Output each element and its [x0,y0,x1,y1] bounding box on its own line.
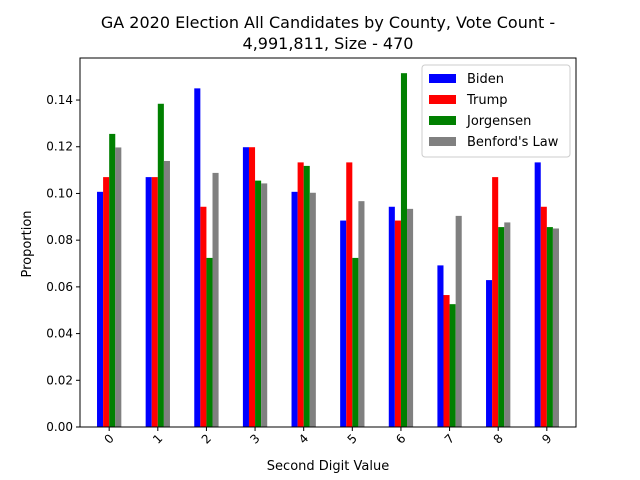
y-tick-label: 0.00 [46,420,73,434]
bar-jorgensen-9 [546,227,553,427]
bar-benford-s-law-5 [358,201,365,427]
bar-biden-9 [534,162,541,427]
bar-benford-s-law-1 [163,160,170,428]
bar-biden-1 [145,177,152,427]
legend-swatch [429,95,456,104]
legend-swatch [429,137,456,146]
bar-trump-2 [200,206,207,427]
bar-biden-5 [340,220,347,427]
bar-trump-4 [297,162,304,427]
bar-trump-7 [443,295,450,427]
bar-benford-s-law-0 [115,147,122,427]
x-tick-label: 3 [247,431,262,446]
bar-jorgensen-7 [449,304,456,427]
bar-trump-5 [346,162,353,427]
chart-title-line-1: GA 2020 Election All Candidates by Count… [101,13,555,32]
x-tick-label: 2 [199,431,214,446]
bar-jorgensen-6 [400,73,408,428]
legend-label: Biden [467,72,504,87]
x-tick-label: 9 [539,431,554,446]
x-axis-label: Second Digit Value [267,459,389,474]
bar-benford-s-law-4 [309,192,316,427]
legend-label: Benford's Law [467,135,559,150]
bar-jorgensen-4 [303,165,310,427]
bar-biden-7 [437,265,444,427]
bar-trump-3 [248,147,256,427]
bar-jorgensen-5 [352,257,359,427]
bar-trump-1 [151,177,158,427]
y-tick-label: 0.14 [46,93,73,107]
bar-biden-3 [242,147,249,427]
bar-biden-4 [291,191,298,427]
bar-biden-0 [97,191,104,427]
y-tick-label: 0.12 [46,140,73,154]
y-axis-label: Proportion [20,210,35,277]
x-tick-label: 0 [102,431,117,446]
x-tick-label: 1 [150,431,165,446]
bar-trump-8 [492,177,499,427]
legend-label: Jorgensen [466,114,531,129]
bar-benford-s-law-2 [212,172,219,427]
legend-label: Trump [466,93,508,108]
x-tick-label: 7 [442,431,457,446]
bar-biden-2 [194,88,201,428]
bar-benford-s-law-3 [261,183,268,427]
x-tick-label: 4 [296,431,311,446]
x-tick-label: 5 [345,431,360,446]
x-tick-label: 6 [393,431,408,446]
bar-jorgensen-3 [255,180,262,427]
bar-biden-6 [388,206,395,427]
bar-benford-s-law-6 [407,208,414,427]
x-tick-label: 8 [491,431,506,446]
bar-jorgensen-0 [109,133,116,427]
legend: Biden Trump Jorgensen Benford's Law [421,64,571,158]
bar-jorgensen-1 [157,103,164,428]
y-tick-label: 0.02 [46,373,73,387]
y-tick-label: 0.04 [46,327,73,341]
y-tick-label: 0.10 [46,186,73,200]
bar-jorgensen-2 [206,257,213,427]
bar-jorgensen-8 [498,227,505,427]
axes-frame [79,57,577,428]
bar-benford-s-law-8 [504,222,511,427]
bar-trump-9 [540,206,547,427]
legend-box [421,64,571,158]
y-tick-label: 0.08 [46,233,73,247]
y-tick-label: 0.06 [46,280,73,294]
legend-swatch [429,74,456,83]
bar-trump-6 [394,220,401,427]
bar-benford-s-law-7 [455,215,462,427]
chart-title-line-2: 4,991,811, Size - 470 [243,34,414,53]
plot-area: 0.00 0.02 0.04 0.06 0.08 0.10 0.12 0.14 0 1 2 3 4 5 6 7… [46,57,577,447]
bar-trump-0 [103,177,110,427]
legend-swatch [429,116,456,125]
bar-benford-s-law-9 [552,228,559,427]
bar-biden-8 [486,280,493,427]
